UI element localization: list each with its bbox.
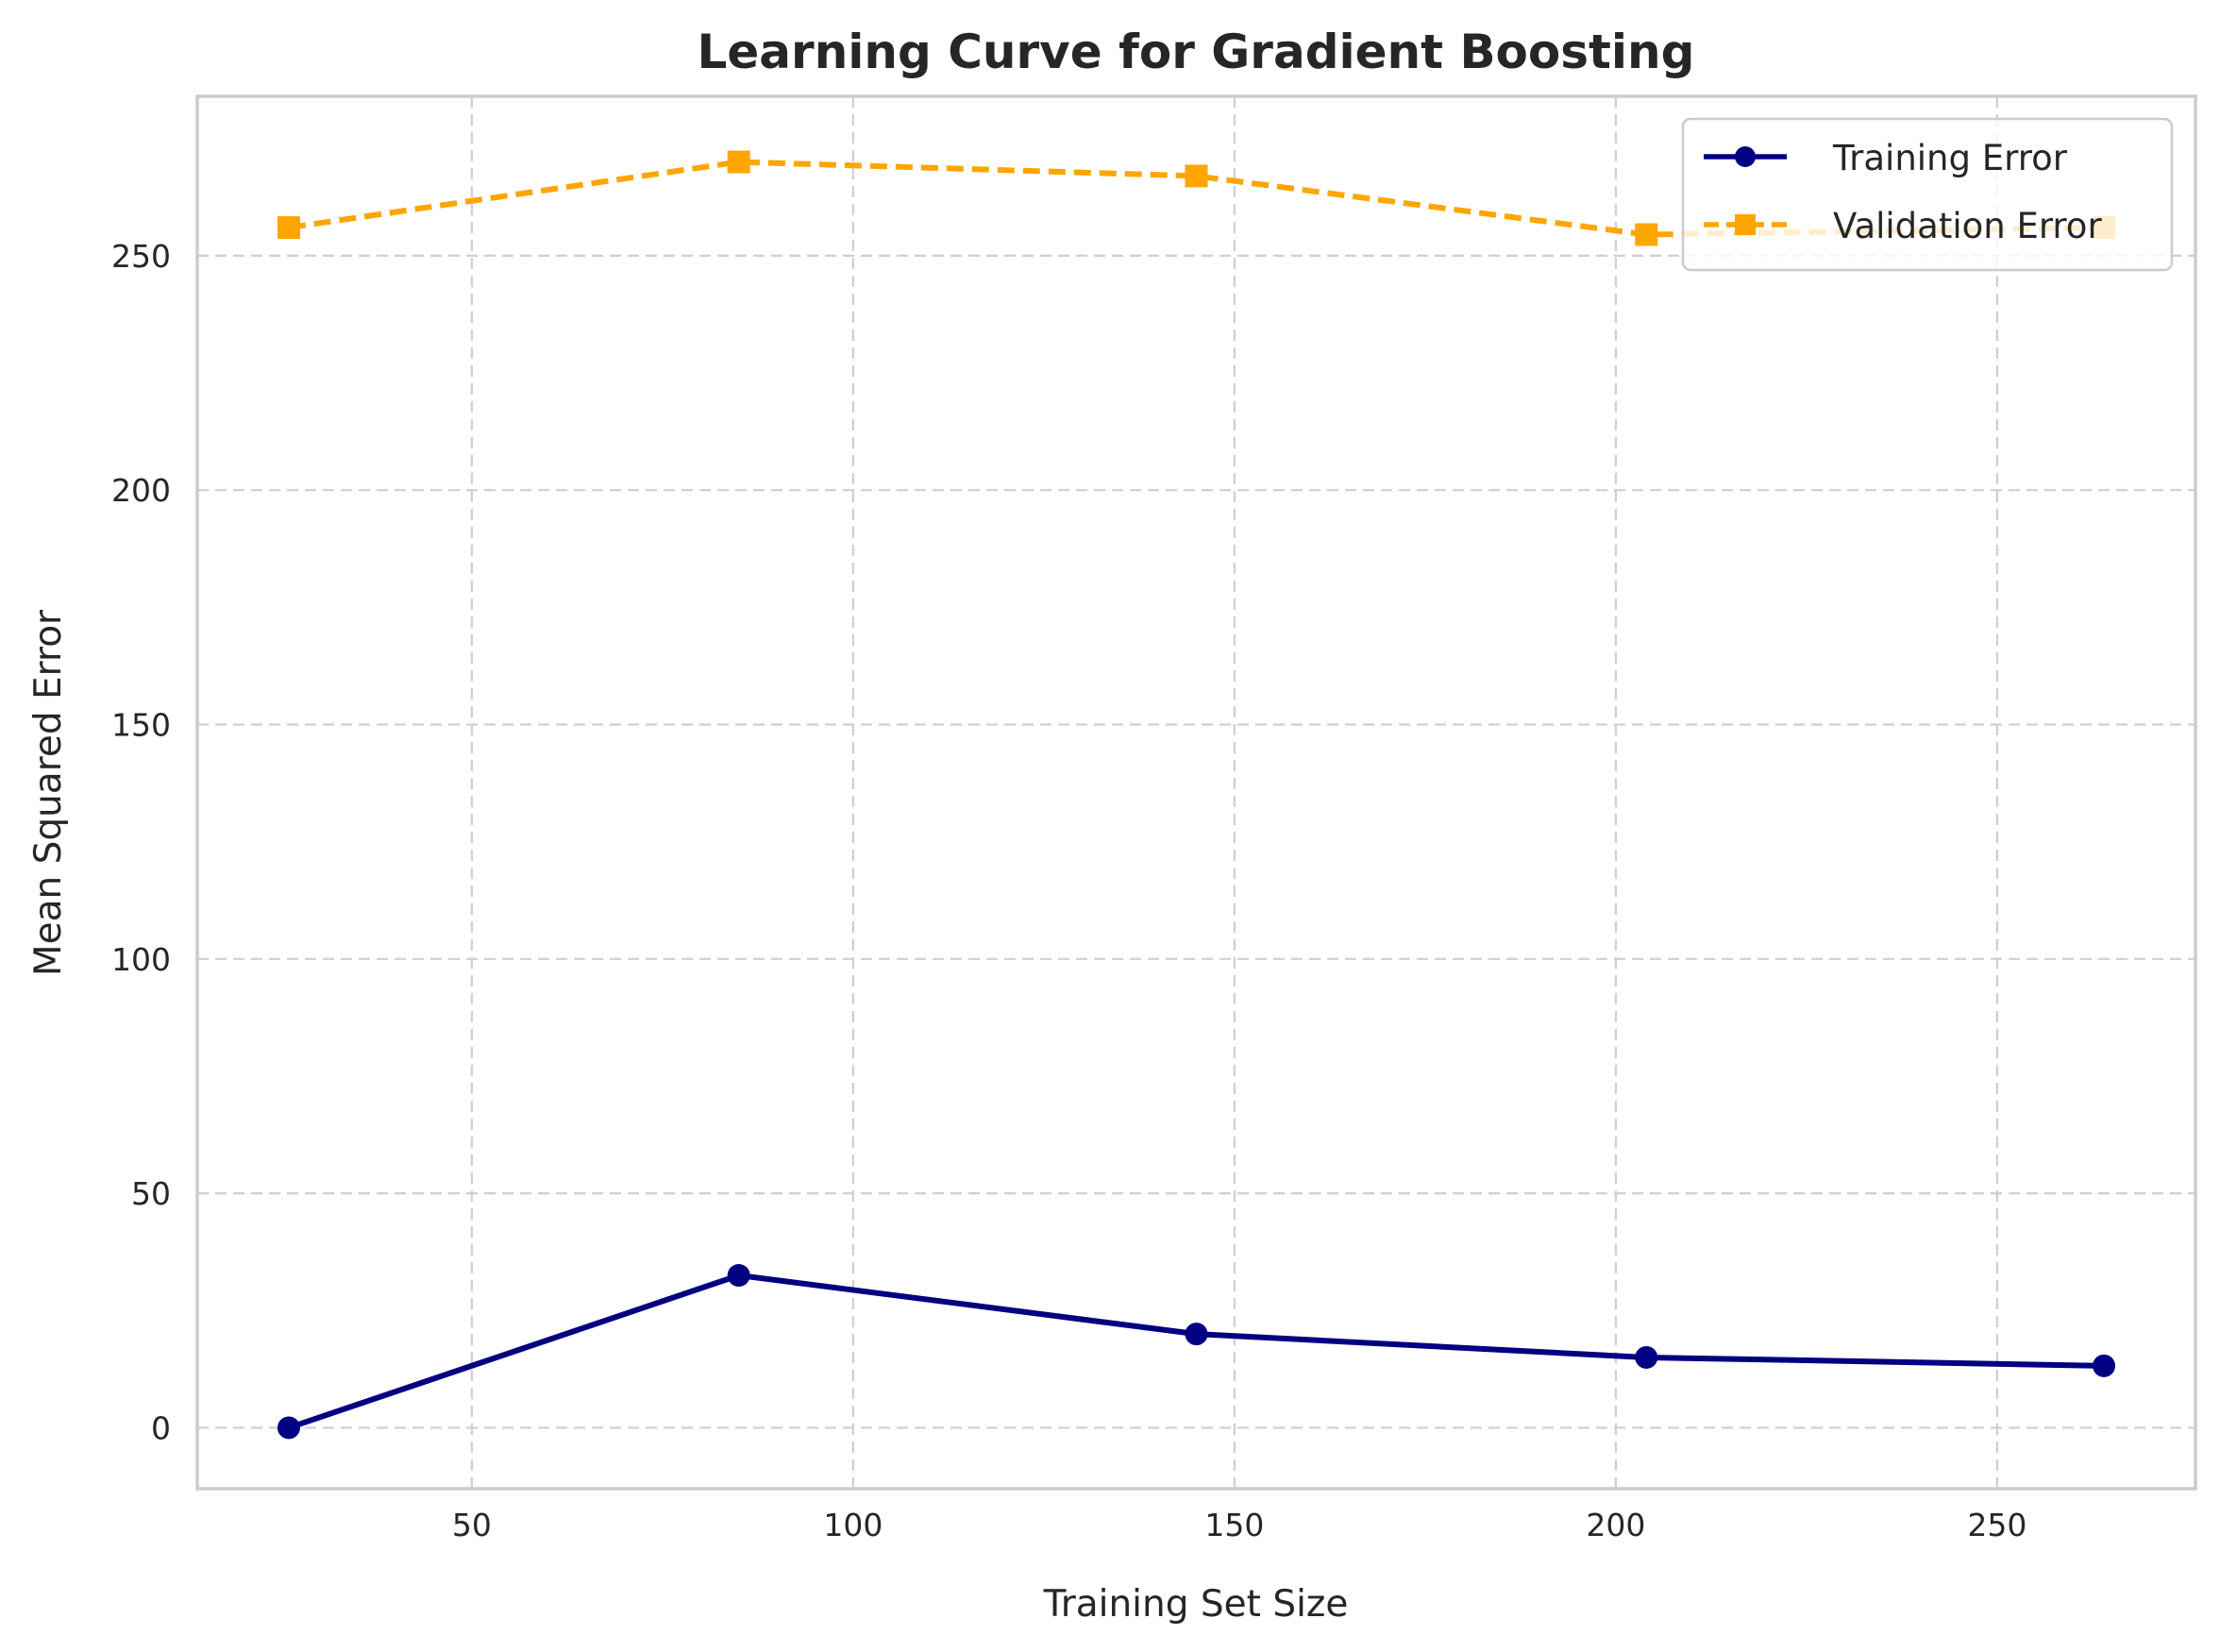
x-tick-label: 50: [452, 1507, 492, 1543]
legend: Training Error Validation Error: [1681, 117, 2174, 272]
x-tick-label: 200: [1586, 1507, 1645, 1543]
legend-validation-label: Validation Error: [1833, 206, 2102, 246]
chart-title: Learning Curve for Gradient Boosting: [698, 25, 1695, 79]
training-error-point: [277, 1416, 300, 1440]
tick-labels: 50 100 150 200 250 0 50 100 150 200 250: [111, 238, 2027, 1543]
legend-validation-marker: [1735, 214, 1756, 235]
y-tick-label: 50: [131, 1175, 171, 1212]
x-tick-label: 100: [823, 1507, 883, 1543]
x-tick-label: 250: [1967, 1507, 2027, 1543]
y-tick-label: 200: [111, 472, 171, 509]
legend-training-label: Training Error: [1832, 138, 2068, 178]
x-axis-label: Training Set Size: [1043, 1583, 1349, 1626]
y-tick-label: 100: [111, 941, 171, 978]
plot-background: [197, 96, 2195, 1489]
training-error-point: [2093, 1354, 2116, 1377]
legend-box: [1681, 117, 2174, 272]
grid: [197, 96, 2195, 1489]
y-tick-label: 250: [111, 238, 171, 275]
plot-frame: [195, 94, 2197, 1491]
training-error-point: [1635, 1345, 1658, 1369]
validation-error-point: [1635, 223, 1658, 246]
y-axis-label: Mean Squared Error: [27, 609, 70, 976]
x-tick-label: 150: [1204, 1507, 1264, 1543]
validation-error-point: [277, 216, 300, 240]
training-error-point: [727, 1264, 750, 1288]
legend-training-marker: [1735, 146, 1756, 167]
y-tick-label: 0: [151, 1409, 171, 1446]
training-error-point: [1185, 1323, 1208, 1346]
y-tick-label: 150: [111, 706, 171, 743]
validation-error-point: [1185, 164, 1208, 188]
validation-error-point: [727, 150, 750, 174]
